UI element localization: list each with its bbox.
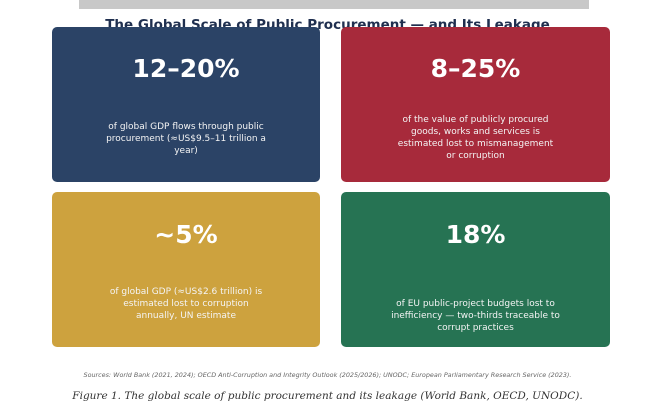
stat-description: of global GDP (≈US$2.6 trillion) is esti…	[109, 287, 263, 321]
sources-note: Sources: World Bank (2021, 2024); OECD A…	[83, 371, 572, 379]
stat-value: 8–25%	[430, 54, 521, 83]
stat-card-procurement-share: 12–20% of global GDP flows through publi…	[52, 27, 320, 182]
stat-card-corruption-gdp: ~5% of global GDP (≈US$2.6 trillion) is …	[52, 192, 320, 347]
stat-value: 18%	[445, 220, 506, 249]
top-divider-bar	[79, 0, 589, 9]
stat-description: of global GDP flows through public procu…	[106, 122, 266, 156]
figure-caption: Figure 1. The global scale of public pro…	[72, 390, 583, 402]
stat-card-eu-budget-loss: 18% of EU public-project budgets lost to…	[341, 192, 610, 347]
stat-description: of the value of publicly procured goods,…	[397, 115, 554, 161]
stat-description: of EU public-project budgets lost to ine…	[391, 299, 560, 333]
stat-card-procurement-loss: 8–25% of the value of publicly procured …	[341, 27, 610, 182]
stat-value: 12–20%	[132, 54, 240, 83]
stat-value: ~5%	[154, 220, 218, 249]
